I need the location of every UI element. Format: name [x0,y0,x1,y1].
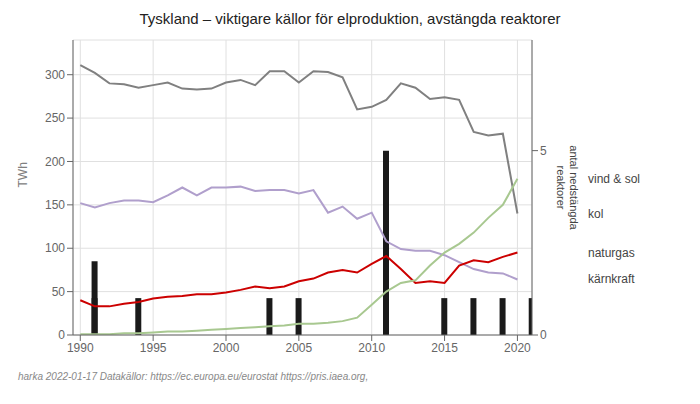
svg-text:200: 200 [45,155,65,169]
svg-text:0: 0 [58,328,65,342]
svg-text:antal nedstängdareaktorer: antal nedstängdareaktorer [555,145,580,230]
svg-text:0: 0 [540,328,547,342]
svg-text:kärnkraft: kärnkraft [588,272,635,286]
svg-text:2020: 2020 [504,341,531,355]
svg-text:100: 100 [45,241,65,255]
svg-text:5: 5 [540,144,547,158]
svg-text:2010: 2010 [358,341,385,355]
html-text:harka 2022-01-17 Datakällor: h: harka 2022-01-17 Datakällor: https://ec.… [18,371,369,382]
html-text:Tyskland – viktigare källor fö: Tyskland – viktigare källor för elproduk… [139,10,561,27]
svg-text:250: 250 [45,111,65,125]
svg-text:50: 50 [52,285,66,299]
svg-text:1995: 1995 [140,341,167,355]
svg-text:TWh: TWh [16,162,30,187]
svg-text:2000: 2000 [213,341,240,355]
svg-text:300: 300 [45,68,65,82]
svg-text:150: 150 [45,198,65,212]
svg-text:vind & sol: vind & sol [588,172,640,186]
svg-text:1990: 1990 [67,341,94,355]
svg-text:2015: 2015 [431,341,458,355]
svg-text:naturgas: naturgas [588,246,635,260]
svg-text:kol: kol [588,207,603,221]
svg-text:2005: 2005 [286,341,313,355]
